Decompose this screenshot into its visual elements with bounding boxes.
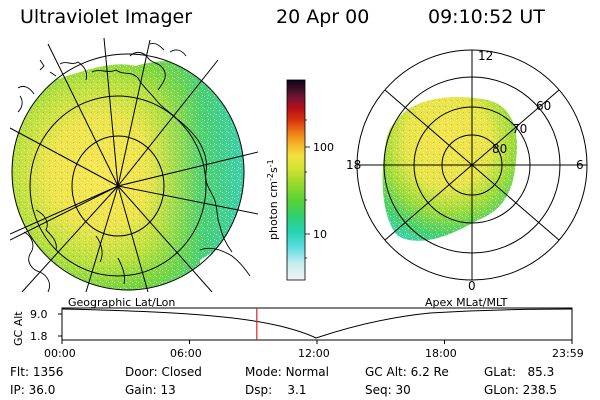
mlt-label-0: 0 (468, 279, 476, 293)
magnetic-polar-image (356, 49, 588, 281)
timeline-x-tick-1800: 18:00 (425, 347, 457, 360)
colorbar-ticks (305, 119, 310, 259)
status-gcalt: GC Alt: 6.2 Re (365, 365, 449, 379)
timeline-x-tick-0000: 00:00 (44, 347, 76, 360)
instrument-title: Ultraviolet Imager (20, 6, 193, 28)
colorbar-tick-100: 100 (313, 141, 334, 154)
magnetic-panel-label: Apex MLat/MLT (425, 296, 508, 309)
geographic-panel-label: Geographic Lat/Lon (68, 296, 175, 309)
glat-value: 85.3 (527, 365, 555, 379)
altitude-curve (61, 308, 573, 339)
status-dsp: Dsp: 3.1 (245, 383, 307, 397)
timeline-x-tick-0600: 06:00 (170, 347, 202, 360)
mlat-label-70: 70 (512, 122, 527, 136)
colorbar-tick-10: 10 (313, 228, 327, 241)
image-time: 09:10:52 UT (428, 6, 545, 28)
mlt-label-6: 6 (576, 158, 584, 172)
geographic-image (10, 38, 258, 292)
mode-value: Normal (285, 365, 329, 379)
status-gain: Gain: 13 (125, 383, 176, 397)
timeline-x-tick-1200: 12:00 (298, 347, 330, 360)
status-mode: Mode: Normal (245, 365, 329, 379)
mlt-label-12: 12 (478, 49, 493, 63)
status-ip: IP: 36.0 (10, 383, 56, 397)
dsp-value: 3.1 (287, 383, 307, 397)
mlat-label-60: 60 (536, 99, 551, 113)
mlt-label-18: 18 (346, 158, 361, 172)
colorbar-ramp (286, 79, 306, 281)
timeline-y-label: GC Alt (12, 311, 25, 346)
mlat-label-80: 80 (492, 142, 507, 156)
timeline-x-tick-2359: 23:59 (552, 347, 584, 360)
ip-value: 36.0 (28, 383, 56, 397)
timeline-y-tick-bottom: 1.8 (30, 330, 48, 343)
status-flt: Flt: 1356 (10, 365, 64, 379)
door-value: Closed (161, 365, 202, 379)
gain-value: 13 (160, 383, 176, 397)
status-glat: GLat: 85.3 (484, 365, 555, 379)
seq-value: 30 (395, 383, 411, 397)
status-glon: GLon: 238.5 (484, 383, 557, 397)
timeline-y-tick-top: 9.0 (30, 308, 48, 321)
colorbar-unit-label: photon cm-2s-1 (266, 159, 280, 240)
timeline-ticks (58, 313, 573, 344)
image-date: 20 Apr 00 (276, 6, 370, 28)
flt-value: 1356 (32, 365, 64, 379)
status-seq: Seq: 30 (365, 383, 411, 397)
gcalt-value: 6.2 Re (410, 365, 449, 379)
status-door: Door: Closed (125, 365, 202, 379)
timeline-frame (61, 307, 573, 341)
glon-value: 238.5 (522, 383, 557, 397)
